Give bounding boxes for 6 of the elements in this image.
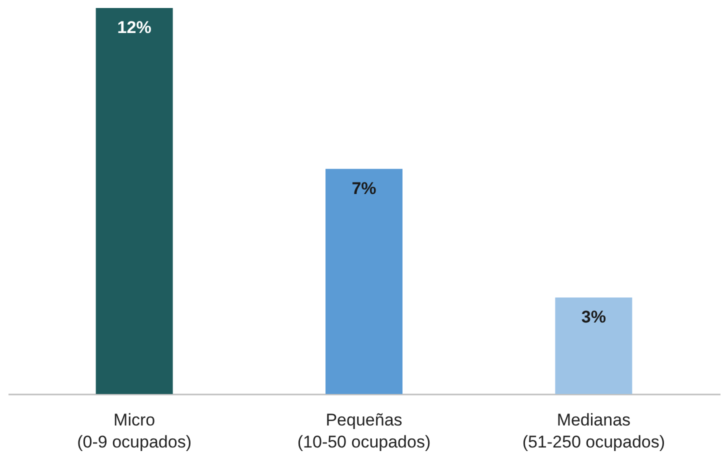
data-label: 3% bbox=[581, 308, 606, 326]
x-tick-label: Pequeñas (10-50 ocupados) bbox=[297, 410, 431, 452]
x-tick-label: Medianas (51-250 ocupados) bbox=[522, 410, 666, 452]
data-label: 7% bbox=[352, 178, 376, 198]
data-label: 12% bbox=[117, 18, 152, 37]
x-tick-label: Micro (0-9 ocupados) bbox=[77, 410, 192, 452]
